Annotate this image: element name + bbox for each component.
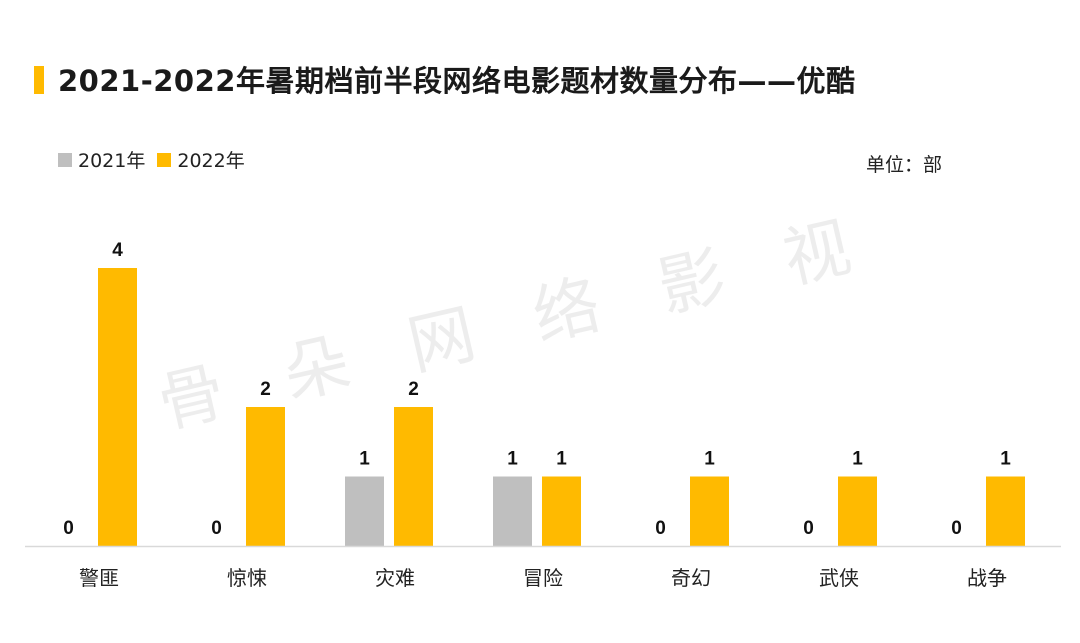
data-label: 0 [211,518,222,539]
bar-2022 [986,476,1025,546]
x-tick-label: 奇幻 [671,566,711,590]
bar-2022 [690,476,729,546]
bar-2022 [394,407,433,546]
data-label: 4 [112,240,123,261]
legend-swatch-2022 [157,152,172,167]
bar-2022 [246,407,285,546]
legend: 2021年 2022年 [58,146,257,173]
legend-label-2021: 2021年 [78,150,146,172]
data-label: 1 [507,449,518,470]
data-label: 0 [951,518,962,539]
data-label: 0 [655,518,666,539]
data-label: 0 [63,518,74,539]
unit-label: 单位：部 [866,154,943,176]
bar-2022 [838,476,877,546]
legend-label-2022: 2022年 [177,150,245,172]
title-accent-bar [34,66,44,94]
data-label: 1 [556,449,567,470]
x-tick-label: 冒险 [523,566,563,590]
data-label: 2 [408,379,419,400]
x-tick-label: 惊悚 [227,566,267,590]
bar-2021 [345,476,384,546]
x-tick-label: 武侠 [819,566,859,590]
bar-2021 [493,476,532,546]
x-tick-label: 灾难 [375,566,415,590]
legend-item-2022: 2022年 [157,146,245,173]
chart-title: 2021-2022年暑期档前半段网络电影题材数量分布——优酷 [58,64,856,98]
x-tick-label: 战争 [967,566,1007,590]
data-label: 1 [1000,449,1011,470]
data-label: 2 [260,379,271,400]
data-label: 1 [852,449,863,470]
data-label: 0 [803,518,814,539]
data-label: 1 [704,449,715,470]
legend-swatch-2021 [58,152,72,167]
x-tick-label: 警匪 [79,566,119,590]
bar-2022 [542,476,581,546]
data-label: 1 [359,449,370,470]
bar-2022 [98,268,137,546]
legend-item-2021: 2021年 [58,146,145,173]
